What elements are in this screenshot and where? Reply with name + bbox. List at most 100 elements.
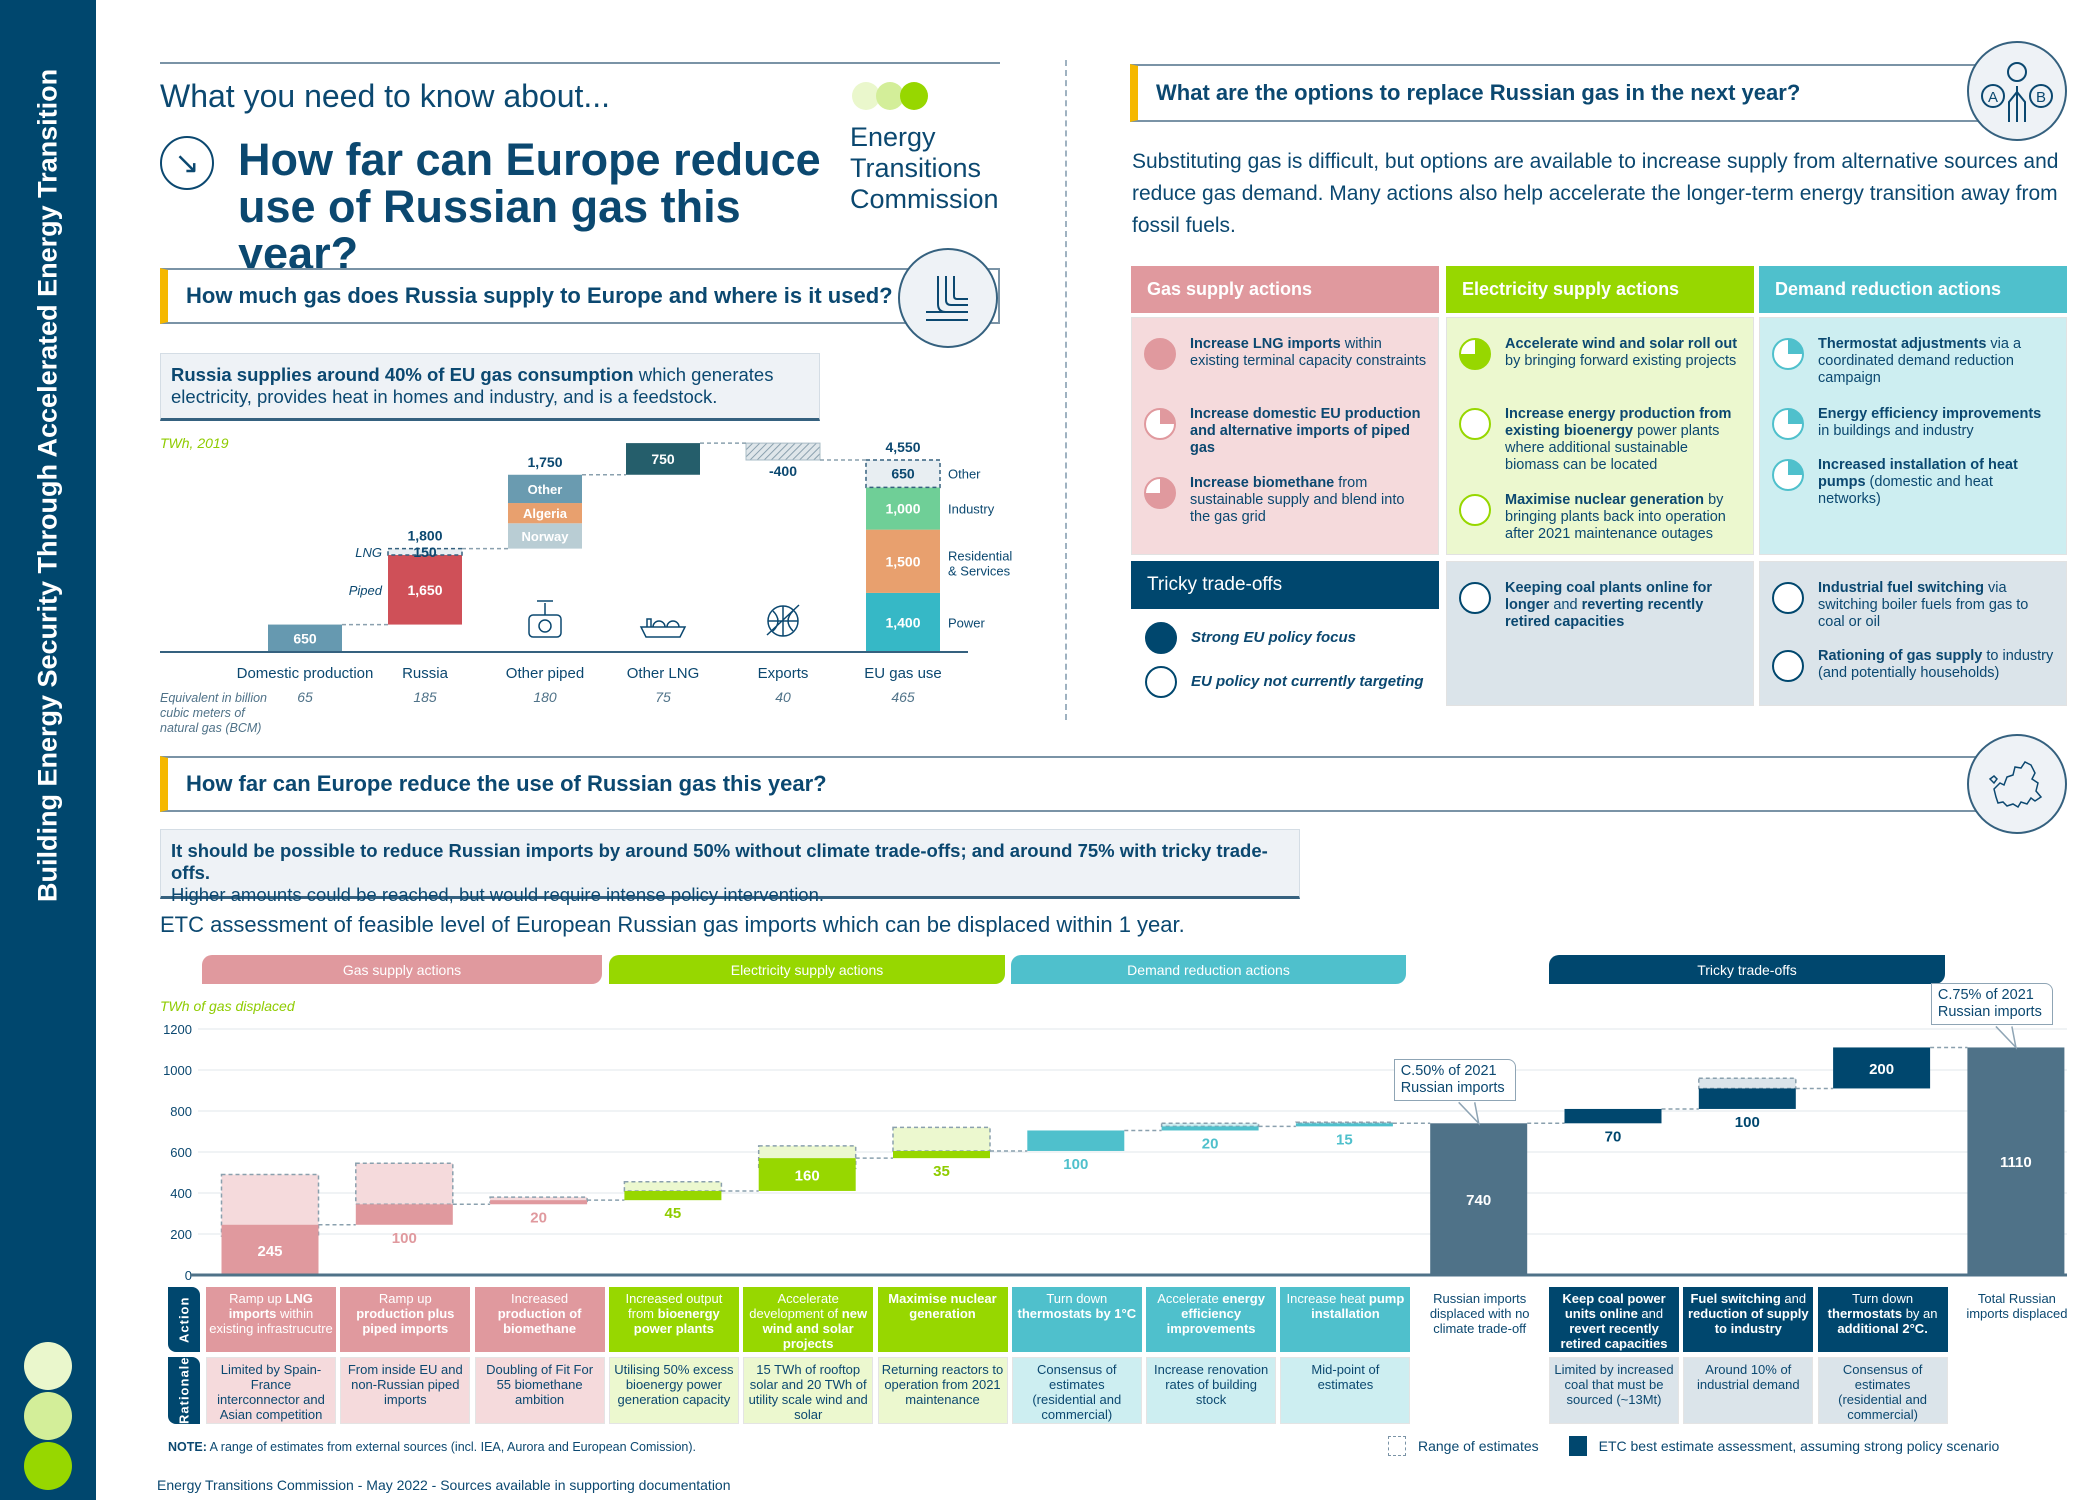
policy-focus-pie-icon bbox=[1459, 338, 1491, 370]
section-heading: How much gas does Russia supply to Europ… bbox=[160, 268, 1000, 324]
policy-focus-pie-icon bbox=[1459, 582, 1491, 614]
policy-focus-pie-icon bbox=[1772, 650, 1804, 682]
bar-value-label: 100 bbox=[1735, 1114, 1760, 1131]
category-label: Exports bbox=[758, 665, 809, 682]
range-of-estimates bbox=[623, 1180, 723, 1192]
logo-line: Commission bbox=[850, 184, 999, 214]
gas-displacement-waterfall-chart: TWh of gas displaced 0 200 400 600 800 1000 120… bbox=[160, 998, 2067, 1283]
option-bold: Increase LNG imports bbox=[1190, 336, 1341, 352]
action-text-part: energy efficiency improvements bbox=[1166, 1291, 1265, 1336]
bar-value-label: 20 bbox=[1202, 1135, 1219, 1152]
logo-dot-icon bbox=[876, 82, 904, 110]
tab-label: Gas supply actions bbox=[342, 961, 462, 978]
range-of-estimates bbox=[1698, 1077, 1797, 1090]
category-label: Russia bbox=[402, 665, 449, 682]
bar bbox=[1295, 1123, 1393, 1127]
tab-label: Tricky trade-offs bbox=[1697, 961, 1797, 978]
bar-value-label: 245 bbox=[257, 1243, 282, 1260]
section-heading-text: How much gas does Russia supply to Europ… bbox=[186, 283, 893, 308]
policy-focus-pie-icon bbox=[1772, 459, 1804, 491]
grid-column-header: Gas supply actions bbox=[1131, 266, 1439, 313]
category-label: Other piped bbox=[506, 665, 584, 682]
tricky-option-item: Rationing of gas supply to industry (and… bbox=[1772, 648, 2056, 682]
option-rest: from sustainable supply and blend into t… bbox=[1190, 475, 1405, 525]
segment-name-label: Power bbox=[948, 615, 986, 630]
segment-value-label: 650 bbox=[891, 466, 915, 482]
policy-focus-pie-icon bbox=[1144, 408, 1176, 440]
row-label-rationale: Rationale bbox=[168, 1357, 200, 1424]
action-cell: Fuel switching and reduction of supply t… bbox=[1683, 1287, 1814, 1352]
option-text-part: Rationing of gas supply bbox=[1818, 648, 1983, 664]
bcm-axis-label: cubic meters of bbox=[160, 706, 246, 720]
y-axis-label: TWh of gas displaced bbox=[160, 998, 296, 1014]
callout-box: C.75% of 2021 Russian imports bbox=[1930, 983, 2053, 1026]
option-rest: via a coordinated demand reduction campa… bbox=[1818, 336, 2022, 386]
action-text-part: Maximise nuclear generation bbox=[888, 1291, 997, 1321]
category-label: Other LNG bbox=[627, 665, 700, 682]
y-tick-label: 1000 bbox=[163, 1063, 192, 1078]
action-cell: Russian imports displaced with no climat… bbox=[1415, 1287, 1545, 1352]
segment-value-label: 150 bbox=[413, 544, 437, 560]
segment-value-label: 1,000 bbox=[885, 501, 920, 517]
range-swatch-icon bbox=[1388, 1436, 1406, 1456]
bar-segment bbox=[866, 592, 940, 652]
tricky-option-item: Keeping coal plants online for longer an… bbox=[1459, 580, 1743, 631]
tricky-option-item: Industrial fuel switching via switching … bbox=[1772, 580, 2056, 631]
option-item: Increase domestic EU production and alte… bbox=[1144, 406, 1428, 457]
action-text-part: Increased bbox=[511, 1291, 569, 1306]
bar-segment bbox=[626, 443, 700, 475]
chart-note: NOTE: A range of estimates from external… bbox=[168, 1440, 696, 1454]
segment-name-label: Residential bbox=[948, 548, 1012, 563]
legend-item: Strong EU policy focus bbox=[1145, 620, 1356, 654]
bar-value-label: 100 bbox=[1063, 1156, 1088, 1173]
policy-focus-pie-icon bbox=[1459, 408, 1491, 440]
section-heading-text: How far can Europe reduce the use of Rus… bbox=[186, 771, 827, 796]
valve-core bbox=[538, 619, 552, 633]
bar-total-label: 1,750 bbox=[527, 454, 562, 470]
option-text-part: and bbox=[1549, 597, 1582, 613]
y-tick-label: 400 bbox=[170, 1186, 192, 1201]
action-text-part: Increase heat bbox=[1286, 1291, 1369, 1306]
row-label-action: Action bbox=[168, 1287, 200, 1352]
rationale-cell: Utilising 50% excess bioenergy power gen… bbox=[608, 1357, 739, 1424]
action-text-part: within existing infrastrucutre bbox=[209, 1306, 333, 1336]
option-text: Thermostat adjustments via a coordinated… bbox=[1818, 336, 2056, 387]
segment-name-label: Other bbox=[948, 467, 981, 482]
bcm-axis-label: Equivalent in billion bbox=[160, 691, 267, 705]
action-cell: Maximise nuclear generation bbox=[877, 1287, 1008, 1352]
bar bbox=[624, 1190, 722, 1201]
action-text-part: new wind and solar projects bbox=[762, 1306, 868, 1351]
action-text-part: and bbox=[1780, 1291, 1807, 1306]
europe-map-icon bbox=[1967, 734, 2067, 834]
option-rest: within existing terminal capacity constr… bbox=[1190, 336, 1427, 369]
bar-value-label: 1110 bbox=[2000, 1154, 2032, 1171]
option-text: Increase LNG imports within existing ter… bbox=[1190, 336, 1428, 370]
bar bbox=[1833, 1047, 1931, 1089]
bcm-value: 65 bbox=[297, 689, 313, 705]
tab-label: Demand reduction actions bbox=[1127, 961, 1290, 978]
action-text-part: reduction of supply to industry bbox=[1687, 1306, 1809, 1336]
rationale-cell: Returning reactors to operation from 202… bbox=[877, 1357, 1008, 1424]
logo-text: Energy Transitions Commission bbox=[850, 122, 999, 215]
grid-header-label: Demand reduction actions bbox=[1775, 279, 2002, 299]
option-rest: power plants where additional sustainabl… bbox=[1505, 423, 1720, 473]
bar-segment bbox=[866, 487, 940, 530]
bar bbox=[221, 1224, 319, 1275]
option-item: Maximise nuclear generation by bringing … bbox=[1459, 492, 1743, 543]
action-cell: Keep coal power units online and revert … bbox=[1549, 1287, 1679, 1352]
bar-segment bbox=[268, 624, 342, 652]
grid-column-body: Thermostat adjustments via a coordinated… bbox=[1759, 317, 2067, 555]
policy-focus-pie-icon bbox=[1144, 477, 1176, 509]
divider bbox=[1065, 60, 1067, 720]
option-text-part: via switching boiler fuels from gas to c… bbox=[1818, 580, 2029, 630]
callout-box: C.50% of 2021 Russian imports bbox=[1393, 1059, 1516, 1102]
policy-focus-pie-icon bbox=[1144, 338, 1176, 370]
segment-value-label: 1,650 bbox=[407, 582, 442, 598]
svg-text:A: A bbox=[1988, 89, 1998, 106]
tab-demand-reduction-actions: Demand reduction actions bbox=[1011, 955, 1406, 984]
segment-name-label: Algeria bbox=[523, 506, 568, 521]
action-cell: Ramp up production plus piped imports bbox=[340, 1287, 471, 1352]
bar-value-label: 650 bbox=[293, 630, 317, 646]
